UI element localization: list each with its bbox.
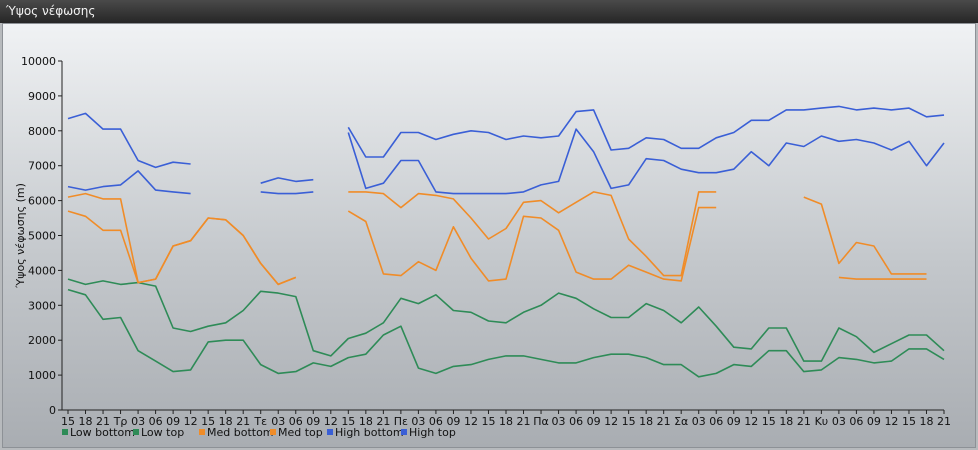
- x-tick-label: 09: [306, 415, 320, 428]
- y-tick-label: 8000: [28, 125, 56, 138]
- x-tick-label: Σα: [674, 415, 688, 428]
- y-tick-label: 9000: [28, 90, 56, 103]
- x-tick-label: 06: [429, 415, 443, 428]
- legend-swatch: [270, 429, 276, 435]
- x-tick-label: 06: [289, 415, 303, 428]
- x-tick-label: 03: [692, 415, 706, 428]
- x-tick-label: Κυ: [815, 415, 829, 428]
- x-tick-label: 03: [131, 415, 145, 428]
- series-line-high-top: [67, 105, 945, 184]
- legend-swatch: [327, 429, 333, 435]
- y-tick-label: 3000: [28, 299, 56, 312]
- x-tick-label: 15: [61, 415, 75, 428]
- series-line-med-top: [67, 191, 927, 286]
- x-tick-label: 18: [219, 415, 233, 428]
- legend-swatch: [199, 429, 205, 435]
- x-tick-label: 12: [464, 415, 478, 428]
- x-tick-label: 06: [149, 415, 163, 428]
- window-title: Ύψος νέφωσης: [6, 4, 96, 18]
- x-tick-label: 15: [902, 415, 916, 428]
- x-tick-label: 12: [744, 415, 758, 428]
- y-axis-label: Ύψος νέφωσης (m): [14, 183, 27, 289]
- y-tick-label: 0: [49, 404, 56, 417]
- x-tick-label: 21: [797, 415, 811, 428]
- x-tick-label: 09: [867, 415, 881, 428]
- x-tick-label: 12: [324, 415, 338, 428]
- legend-swatch: [401, 429, 407, 435]
- x-tick-label: 18: [639, 415, 653, 428]
- chart-series: [67, 105, 945, 378]
- x-tick-label: 15: [481, 415, 495, 428]
- x-tick-label: 12: [884, 415, 898, 428]
- x-tick-label: 21: [657, 415, 671, 428]
- x-tick-label: 18: [919, 415, 933, 428]
- x-tick-label: 21: [517, 415, 531, 428]
- x-tick-label: 03: [832, 415, 846, 428]
- legend-label: High top: [409, 426, 456, 439]
- x-tick-label: 15: [762, 415, 776, 428]
- x-tick-label: 18: [779, 415, 793, 428]
- x-tick-label: 21: [376, 415, 390, 428]
- x-tick-label: 06: [709, 415, 723, 428]
- x-tick-label: 09: [166, 415, 180, 428]
- series-line-low-top: [67, 278, 945, 362]
- x-tick-label: 15: [201, 415, 215, 428]
- x-tick-label: 06: [849, 415, 863, 428]
- x-tick-label: Πα: [533, 415, 549, 428]
- legend-swatch: [62, 429, 68, 435]
- x-tick-label: 03: [411, 415, 425, 428]
- x-tick-label: Πε: [394, 415, 408, 428]
- y-tick-label: 4000: [28, 264, 56, 277]
- series-line-med-bottom: [67, 206, 927, 286]
- x-tick-label: 15: [341, 415, 355, 428]
- window-titlebar: Ύψος νέφωσης: [0, 0, 978, 23]
- x-tick-label: 21: [236, 415, 250, 428]
- chart-panel: [2, 23, 976, 448]
- legend-label: Med top: [278, 426, 323, 439]
- y-tick-label: 7000: [28, 160, 56, 173]
- series-line-high-bottom: [67, 128, 945, 195]
- x-tick-label: Τε: [253, 415, 267, 428]
- x-tick-label: 21: [96, 415, 110, 428]
- series-line-low-bottom: [67, 288, 945, 378]
- legend-label: High bottom: [335, 426, 404, 439]
- x-tick-label: 18: [79, 415, 93, 428]
- x-tick-label: 03: [271, 415, 285, 428]
- x-tick-label: 09: [446, 415, 460, 428]
- legend-label: Med bottom: [207, 426, 274, 439]
- legend-swatch: [133, 429, 139, 435]
- x-tick-label: Τρ: [113, 415, 128, 428]
- y-tick-label: 1000: [28, 369, 56, 382]
- x-tick-label: 12: [604, 415, 618, 428]
- y-tick-label: 10000: [21, 55, 56, 68]
- x-tick-label: 15: [622, 415, 636, 428]
- x-tick-label: 12: [184, 415, 198, 428]
- y-tick-label: 2000: [28, 334, 56, 347]
- x-tick-label: 18: [359, 415, 373, 428]
- y-tick-label: 6000: [28, 195, 56, 208]
- x-tick-label: 03: [552, 415, 566, 428]
- x-tick-label: 18: [499, 415, 513, 428]
- chart-axes: 0 1000 2000 3000 4000 5000 6000 7000 8000 9000 100…: [14, 55, 951, 428]
- legend-label: Low bottom: [70, 426, 135, 439]
- legend-label: Low top: [141, 426, 184, 439]
- x-tick-label: 09: [587, 415, 601, 428]
- x-tick-label: 09: [727, 415, 741, 428]
- x-tick-label: 06: [569, 415, 583, 428]
- chart-legend: Low bottom Low top Med bottom Med top High b…: [62, 426, 456, 439]
- y-tick-label: 5000: [28, 230, 56, 243]
- x-tick-label: 21: [937, 415, 951, 428]
